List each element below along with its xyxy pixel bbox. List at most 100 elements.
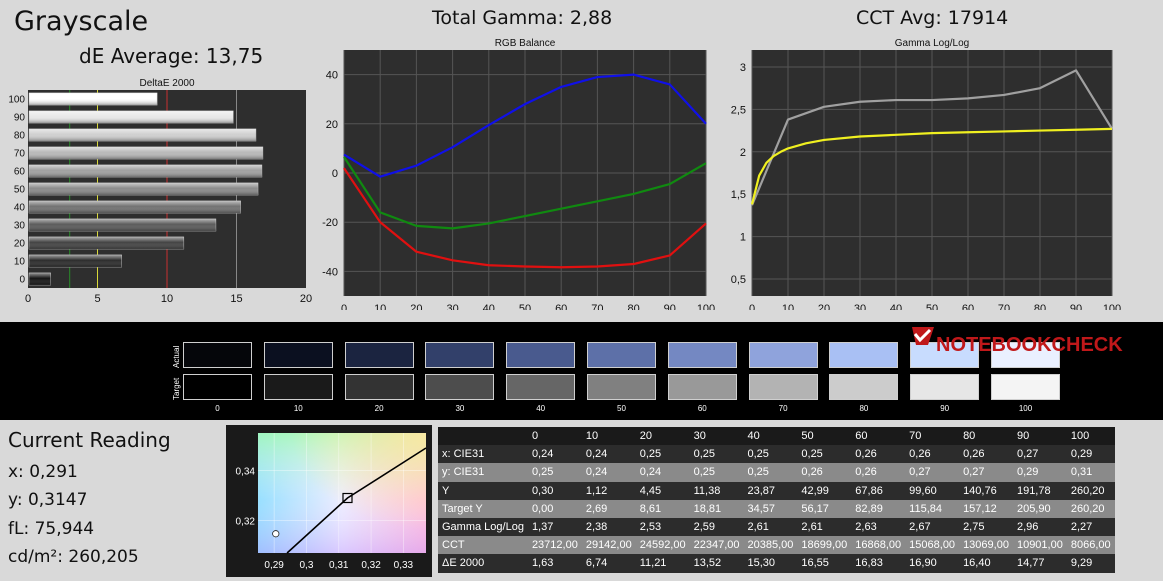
cie-y-tick: 0,34 [236,467,256,478]
gamma-y-tick: 2,5 [731,104,746,116]
gamma-x-tick: 80 [1034,303,1046,310]
gamma-x-tick: 60 [962,303,974,310]
target-row-label: Target [172,377,181,400]
actual-swatch-40 [506,342,576,368]
table-header-cell: 0 [527,427,582,446]
table-row: x: CIE31 0,24 0,24 0,25 0,25 0,25 0,25 0,26 0,26… [438,445,1115,464]
table-cell: 23,87 [743,481,798,500]
deltae-category-label: 100 [8,95,25,106]
total-gamma-label: Total Gamma: 2,88 [432,7,613,29]
cie-color-glow [258,433,426,553]
table-cell: 18699,00 [797,536,852,555]
rgb-balance-x-tick: 80 [627,303,639,310]
table-cell: 2,59 [689,517,744,537]
table-cell: 0,27 [905,463,960,482]
rgb-balance-x-tick: 70 [591,303,603,310]
gamma-y-tick: 0,5 [731,274,746,286]
notebookcheck-logo: NOTEBOOKCHECK [912,327,1123,356]
table-cell: 2,61 [743,517,798,537]
deltae-category-label: 20 [14,239,26,250]
swatch-label: 100 [1018,404,1033,413]
table-row: Y 0,30 1,12 4,45 11,38 23,87 42,99 67,86 99,60 14… [438,481,1115,500]
table-cell: 14,77 [1012,554,1067,573]
table-cell: 2,67 [905,517,960,537]
table-row: CCT 23712,00 29142,00 24592,00 22347,00 20385… [438,536,1115,555]
rgb-balance-y-tick: 20 [326,119,338,131]
table-header-cell: 10 [581,427,636,446]
table-cell: 0,00 [527,499,582,518]
table-row-label: ΔE 2000 [438,554,528,573]
table-cell: 9,29 [1066,554,1115,573]
table-cell: 0,24 [527,445,582,464]
gamma-series-line-1 [750,127,1113,205]
swatch-label: 0 [215,404,220,413]
table-cell: 2,75 [959,517,1013,537]
swatch-label: 20 [374,404,384,413]
table-cell: 0,30 [527,481,582,500]
table-cell: 1,37 [527,517,582,537]
table-row: ΔE 2000 1,63 6,74 11,21 13,52 15,30 16,55 16,83… [438,554,1115,573]
table-header-cell: 50 [797,427,852,446]
table-cell: 22347,00 [689,536,744,555]
target-swatch-40 [506,374,576,400]
table-row: Gamma Log/Log 1,37 2,38 2,53 2,59 2,61 2,61 2,6… [438,517,1115,537]
rgb-balance-y-tick: 40 [326,70,338,82]
table-cell: 0,26 [851,445,906,464]
cie-y-tick: 0,32 [236,517,256,528]
gamma-x-tick: 20 [818,303,830,310]
gamma-x-tick: 10 [782,303,794,310]
target-swatch-0 [183,374,252,400]
deltae-bar-shade-70 [29,146,263,160]
actual-swatch-100 [991,342,1060,368]
table-cell: 0,27 [959,463,1013,482]
table-cell: 13,52 [689,554,744,573]
gamma-log-log-chart: Gamma Log/Log 0 10 20 30 40 50 60 70 80 90 100 0,5 1 1… [731,38,1121,310]
cie-point-measured [272,530,280,538]
swatch-label: 80 [859,404,869,413]
table-cell: 56,17 [797,499,852,518]
deltae-x-tick: 0 [25,293,31,305]
table-cell: 0,31 [1066,463,1115,482]
deltae-chart-title: DeltaE 2000 [139,78,194,89]
cie-x-tick: 0,3 [300,560,314,571]
gamma-y-tick: 1 [740,232,746,244]
table-cell: 24592,00 [635,536,690,555]
gamma-x-tick: 30 [854,303,866,310]
table-cell: 42,99 [797,481,852,500]
table-cell: 191,78 [1012,481,1067,500]
cie-x-tick: 0,29 [264,560,284,571]
table-cell: 0,25 [527,463,582,482]
deltae-bar-shade-0 [29,272,51,286]
table-cell: 20385,00 [743,536,798,555]
table-cell: 0,25 [797,445,852,464]
swatch-label: 90 [940,404,950,413]
table-cell: 11,38 [689,481,744,500]
deltae-bar-shade-80 [29,128,256,142]
deltae-category-label: 30 [14,221,26,232]
table-cell: 16,90 [905,554,960,573]
table-header-cell: 100 [1066,427,1115,446]
swatch-label: 30 [455,404,465,413]
deltae-category-label: 40 [14,203,26,214]
table-cell: 1,12 [581,481,636,500]
rgb-balance-x-tick: 20 [410,303,422,310]
gamma-y-tick: 2 [740,147,746,159]
actual-swatch-80 [829,342,899,368]
table-cell: 0,25 [743,463,798,482]
table-cell: 0,25 [689,445,744,464]
swatch-label: 50 [617,404,626,413]
target-swatch-50 [587,374,656,400]
cie-chromaticity-chart: 0,29 0,3 0,31 0,32 0,33 0,32 0,34 [236,433,427,571]
deltae-bar-shade-100 [29,92,158,106]
deltae-category-label: 60 [14,167,26,178]
table-cell: 4,45 [635,481,690,500]
cie-chromaticity-panel: 0,29 0,3 0,31 0,32 0,33 0,32 0,34 [226,425,432,577]
table-cell: 15068,00 [905,536,960,555]
table-cell: 2,69 [581,499,636,518]
grayscale-swatch-band: 0 10 20 30 40 50 60 70 80 90 100 Actual Target [0,322,1163,420]
current-reading-x: x: 0,291 [8,462,78,482]
table-cell: 99,60 [905,481,960,500]
table-row: Target Y 0,00 2,69 8,61 18,81 34,57 56,17 82,89… [438,499,1115,518]
table-header-cell: 90 [1012,427,1067,446]
actual-swatch-20 [344,342,414,368]
